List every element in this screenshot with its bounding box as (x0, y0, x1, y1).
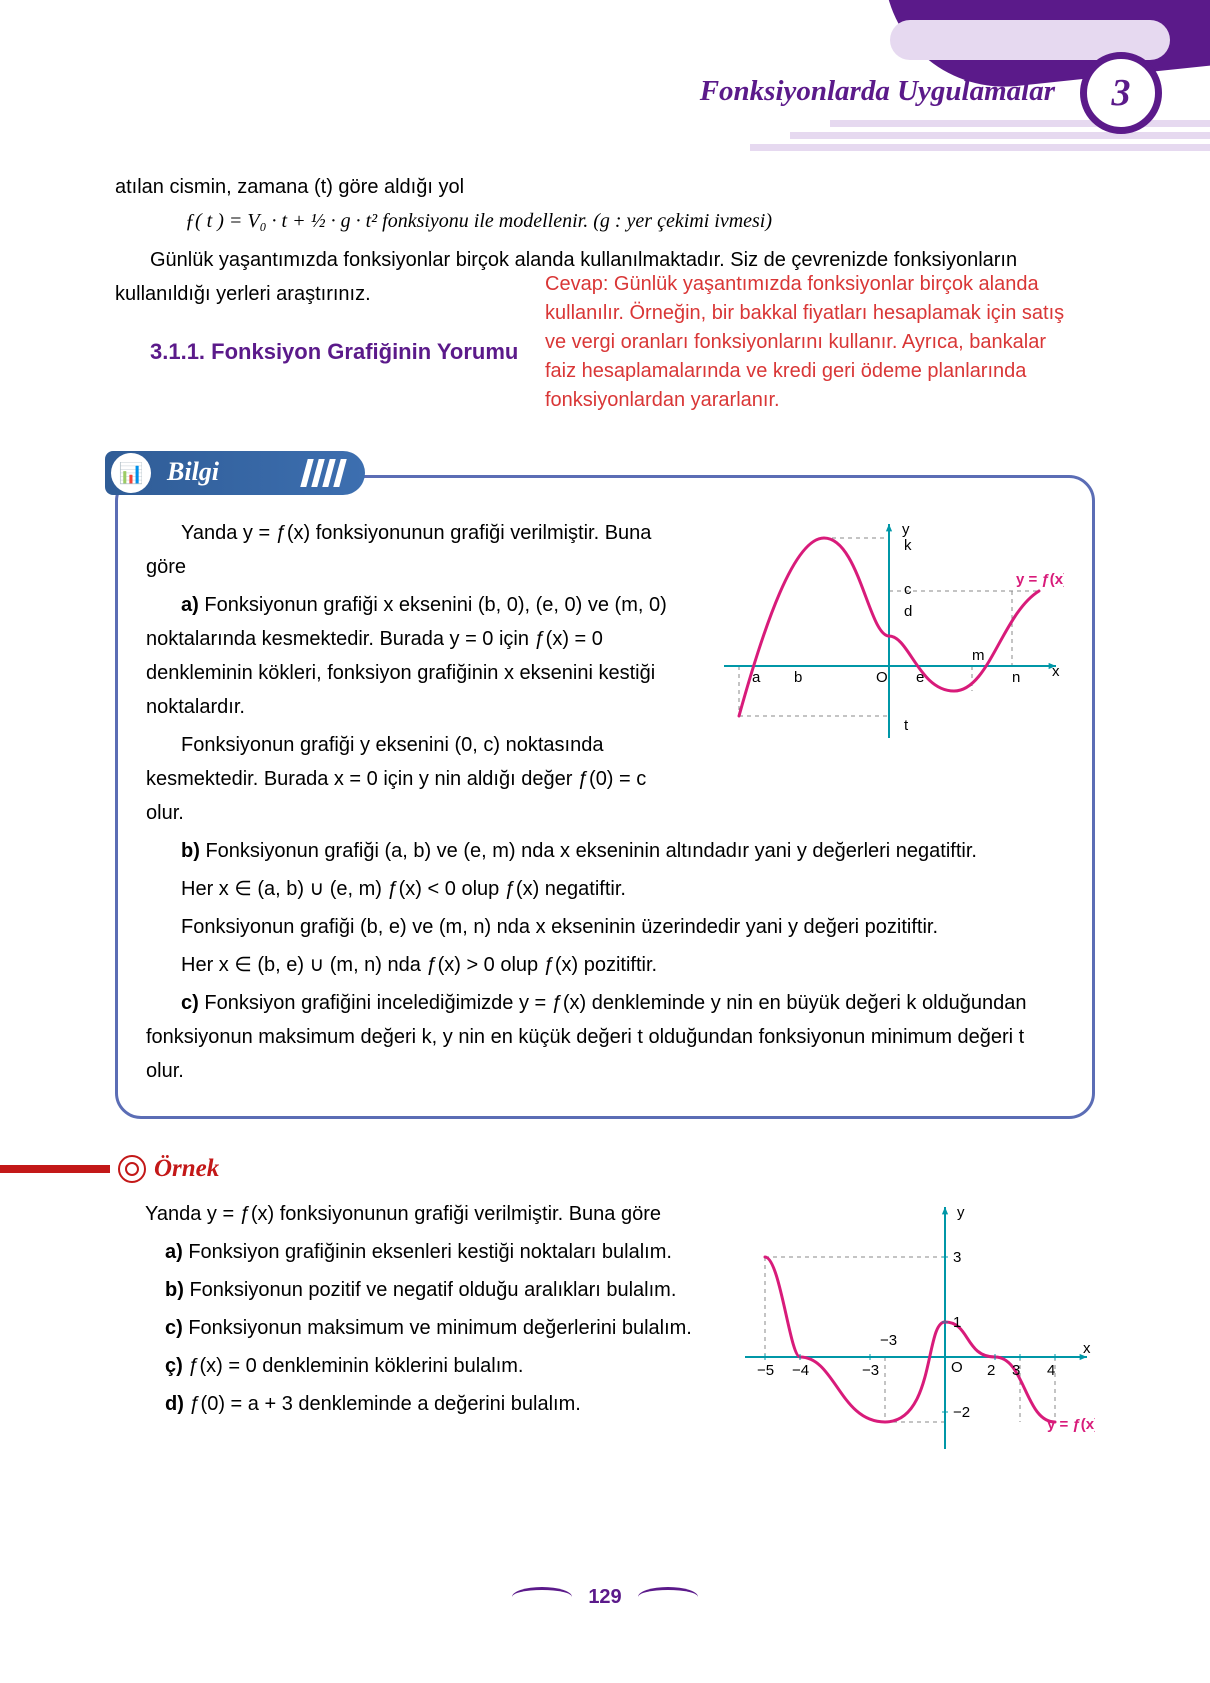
bilgi-c: c) Fonksiyon grafiğini incelediğimizde y… (146, 986, 1064, 1088)
svg-text:b: b (794, 669, 802, 686)
ornek-item: d) ƒ(0) = a + 3 denkleminde a değerini b… (145, 1387, 705, 1421)
ornek-item: ç) ƒ(x) = 0 denkleminin köklerini bulalı… (145, 1349, 705, 1383)
bilgi-c-label: c) (181, 992, 199, 1014)
page-footer: 129 (0, 1582, 1210, 1614)
svg-text:x: x (1052, 663, 1060, 680)
chapter-badge: 3 (1080, 52, 1162, 134)
svg-text:−5: −5 (757, 1362, 774, 1379)
svg-text:−2: −2 (953, 1404, 970, 1421)
ornek-item-text: ƒ(0) = a + 3 denkleminde a değerini bula… (189, 1393, 580, 1415)
svg-text:x: x (1083, 1340, 1091, 1357)
svg-text:m: m (972, 647, 985, 664)
ornek-label: Örnek (154, 1155, 219, 1183)
ornek-item-text: Fonksiyonun maksimum ve minimum değerler… (188, 1317, 692, 1339)
bilgi-chart: y x k cd a b Oe m n t y = ƒ(x) (704, 516, 1064, 746)
intro-line1: atılan cismin, zamana (t) göre aldığı yo… (115, 170, 1095, 204)
ornek-item-key: ç) (165, 1355, 188, 1377)
page-number-wrap: 129 (512, 1582, 697, 1613)
answer-annotation: Cevap: Günlük yaşantımızda fonksiyonlar … (545, 270, 1075, 415)
ornek-item-key: b) (165, 1279, 189, 1301)
svg-text:1: 1 (953, 1314, 961, 1331)
ornek-item-key: a) (165, 1241, 188, 1263)
svg-text:y = ƒ(x): y = ƒ(x) (1016, 571, 1064, 588)
svg-text:y: y (957, 1204, 965, 1221)
page-number: 129 (578, 1582, 631, 1613)
bilgi-b: b) Fonksiyonun grafiği (a, b) ve (e, m) … (146, 834, 1064, 868)
bilgi-tab: 📊 Bilgi (105, 451, 365, 495)
ornek-list: Yanda y = ƒ(x) fonksiyonunun grafiği ver… (145, 1197, 705, 1457)
svg-text:2: 2 (987, 1362, 995, 1379)
svg-text:k: k (904, 537, 912, 554)
bilgi-box: Yanda y = ƒ(x) fonksiyonunun grafiği ver… (115, 475, 1095, 1119)
bilgi-text-column: Yanda y = ƒ(x) fonksiyonunun grafiği ver… (146, 516, 686, 834)
svg-text:4: 4 (1047, 1362, 1055, 1379)
svg-text:3: 3 (1012, 1362, 1020, 1379)
bilgi-b-label: b) (181, 840, 200, 862)
chapter-number: 3 (1112, 71, 1131, 115)
bilgi-tab-label: Bilgi (167, 457, 219, 487)
ornek-item-text: Fonksiyon grafiğinin eksenleri kestiği n… (188, 1241, 672, 1263)
ornek-item: b) Fonksiyonun pozitif ve negatif olduğu… (145, 1273, 705, 1307)
svg-text:y: y (902, 521, 910, 538)
bilgi-panel: 📊 Bilgi Yanda y = ƒ(x) fonksiyonunun gra… (115, 475, 1095, 1119)
bilgi-c-text: Fonksiyon grafiğini incelediğimizde y = … (146, 992, 1027, 1082)
kinematics-formula: ƒ( t ) = V₀ · t + ½ · g · t² fonksiyonu … (115, 210, 1095, 233)
svg-text:−4: −4 (792, 1362, 809, 1379)
svg-text:n: n (1012, 669, 1020, 686)
bilgi-a-text: Fonksiyonun grafiği x eksenini (b, 0), (… (146, 594, 667, 718)
ornek-item: a) Fonksiyon grafiğinin eksenleri kestiğ… (145, 1235, 705, 1269)
svg-text:t: t (904, 717, 909, 734)
svg-text:e: e (916, 669, 924, 686)
svg-text:a: a (752, 669, 761, 686)
ornek-bullseye-icon (118, 1155, 146, 1183)
bilgi-b4: Her x ∈ (b, e) ∪ (m, n) nda ƒ(x) > 0 olu… (146, 948, 1064, 982)
ornek-item: c) Fonksiyonun maksimum ve minimum değer… (145, 1311, 705, 1345)
page-content: atılan cismin, zamana (t) göre aldığı yo… (115, 170, 1095, 1457)
bilgi-a2: Fonksiyonun grafiği y eksenini (0, c) no… (146, 728, 686, 830)
ornek-body: Yanda y = ƒ(x) fonksiyonunun grafiği ver… (115, 1197, 1095, 1457)
svg-text:−3: −3 (880, 1332, 897, 1349)
bilgi-open: Yanda y = ƒ(x) fonksiyonunun grafiği ver… (146, 516, 686, 584)
bilgi-b3: Fonksiyonun grafiği (b, e) ve (m, n) nda… (146, 910, 1064, 944)
bilgi-b2: Her x ∈ (a, b) ∪ (e, m) ƒ(x) < 0 olup ƒ(… (146, 872, 1064, 906)
ornek-bar (0, 1165, 110, 1173)
svg-text:O: O (876, 669, 888, 686)
ornek-item-text: ƒ(x) = 0 denkleminin köklerini bulalım. (188, 1355, 523, 1377)
bilgi-a-label: a) (181, 594, 199, 616)
bilgi-tab-icon: 📊 (111, 453, 151, 493)
svg-text:c: c (904, 581, 912, 598)
bilgi-chart-svg: y x k cd a b Oe m n t y = ƒ(x) (704, 516, 1064, 746)
chapter-title: Fonksiyonlarda Uygulamalar (700, 75, 1055, 108)
svg-text:y = ƒ(x): y = ƒ(x) (1047, 1416, 1095, 1433)
page-swoosh-left (512, 1587, 572, 1607)
ornek-item-key: c) (165, 1317, 188, 1339)
svg-text:3: 3 (953, 1249, 961, 1266)
svg-text:−3: −3 (862, 1362, 879, 1379)
ornek-header: Örnek (0, 1155, 1095, 1183)
ornek-item-text: Fonksiyonun pozitif ve negatif olduğu ar… (189, 1279, 676, 1301)
ornek-item-key: d) (165, 1393, 189, 1415)
ornek-chart: −5−4−3234−331−2Oyxy = ƒ(x) (725, 1197, 1095, 1457)
page-swoosh-right (638, 1587, 698, 1607)
bilgi-b-text: Fonksiyonun grafiği (a, b) ve (e, m) nda… (205, 840, 977, 862)
bilgi-a: a) Fonksiyonun grafiği x eksenini (b, 0)… (146, 588, 686, 724)
svg-text:d: d (904, 603, 912, 620)
bilgi-tab-stripes (304, 459, 343, 487)
ornek-intro: Yanda y = ƒ(x) fonksiyonunun grafiği ver… (145, 1197, 705, 1231)
ornek-chart-svg: −5−4−3234−331−2Oyxy = ƒ(x) (725, 1197, 1095, 1457)
svg-text:O: O (951, 1359, 963, 1376)
